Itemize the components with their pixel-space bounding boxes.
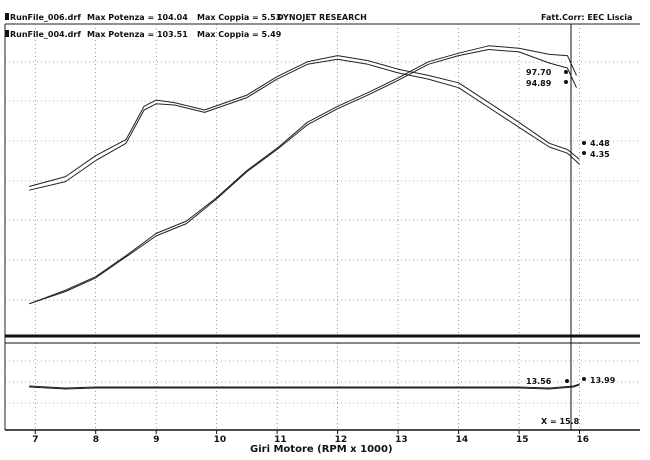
marker-13-56 <box>565 379 569 383</box>
grid <box>5 24 640 430</box>
x-tick-label: 8 <box>93 435 99 445</box>
annotation-13-99: 13.99 <box>590 376 616 385</box>
run-004-max-potenza: Max Potenza = 103.51 <box>87 30 188 39</box>
series-line-torque-run-006 <box>29 55 580 187</box>
marker-4-35 <box>582 151 586 155</box>
cursor-label: X = 15.8 <box>541 417 580 426</box>
legend-marker-run-006 <box>5 13 9 20</box>
x-tick-label: 15 <box>516 435 529 445</box>
run-006-max-potenza: Max Potenza = 104.04 <box>87 13 188 22</box>
annotation-4-35: 4.35 <box>590 150 610 159</box>
x-tick-label: 10 <box>214 435 227 445</box>
marker-97-70 <box>564 70 568 74</box>
x-tick-label: 14 <box>456 435 469 445</box>
run-004-filename: RunFile_004.drf <box>10 30 81 39</box>
series-line-power-run-004 <box>29 49 577 305</box>
correction-factor: Fatt.Corr: EEC Liscia <box>541 13 632 22</box>
x-tick-label: 7 <box>32 435 38 445</box>
x-axis-ticks: 7 8 9 10 11 12 13 14 15 16 <box>32 430 589 445</box>
annotation-13-56: 13.56 <box>526 377 552 386</box>
marker-4-48 <box>582 141 586 145</box>
annotation-94-89: 94.89 <box>526 79 552 88</box>
annotation-4-48: 4.48 <box>590 139 610 148</box>
series-line-afr-run-004 <box>29 384 580 390</box>
x-tick-label: 12 <box>335 435 348 445</box>
x-tick-label: 16 <box>577 435 590 445</box>
legend-marker-run-004 <box>5 30 9 37</box>
x-axis-label: Giri Motore (RPM x 1000) <box>250 444 393 455</box>
run-006-filename: RunFile_006.drf <box>10 13 81 22</box>
series-line-torque-run-004 <box>29 58 580 191</box>
x-tick-label: 13 <box>395 435 408 445</box>
series-line-power-run-006 <box>29 45 577 305</box>
marker-94-89 <box>564 80 568 84</box>
x-tick-label: 9 <box>153 435 159 445</box>
marker-13-99 <box>582 377 586 381</box>
annotation-97-70: 97.70 <box>526 68 552 77</box>
chart-header: RunFile_006.drf Max Potenza = 104.04 Max… <box>5 13 632 39</box>
run-004-max-coppia: Max Coppia = 5.49 <box>197 30 282 39</box>
series-line-afr-run-006 <box>29 383 580 389</box>
x-tick-label: 11 <box>274 435 287 445</box>
bottom-panel-series <box>29 383 580 390</box>
top-panel-series <box>29 45 580 305</box>
chart-title: DYNOJET RESEARCH <box>277 13 367 22</box>
run-006-max-coppia: Max Coppia = 5.53 <box>197 13 281 22</box>
